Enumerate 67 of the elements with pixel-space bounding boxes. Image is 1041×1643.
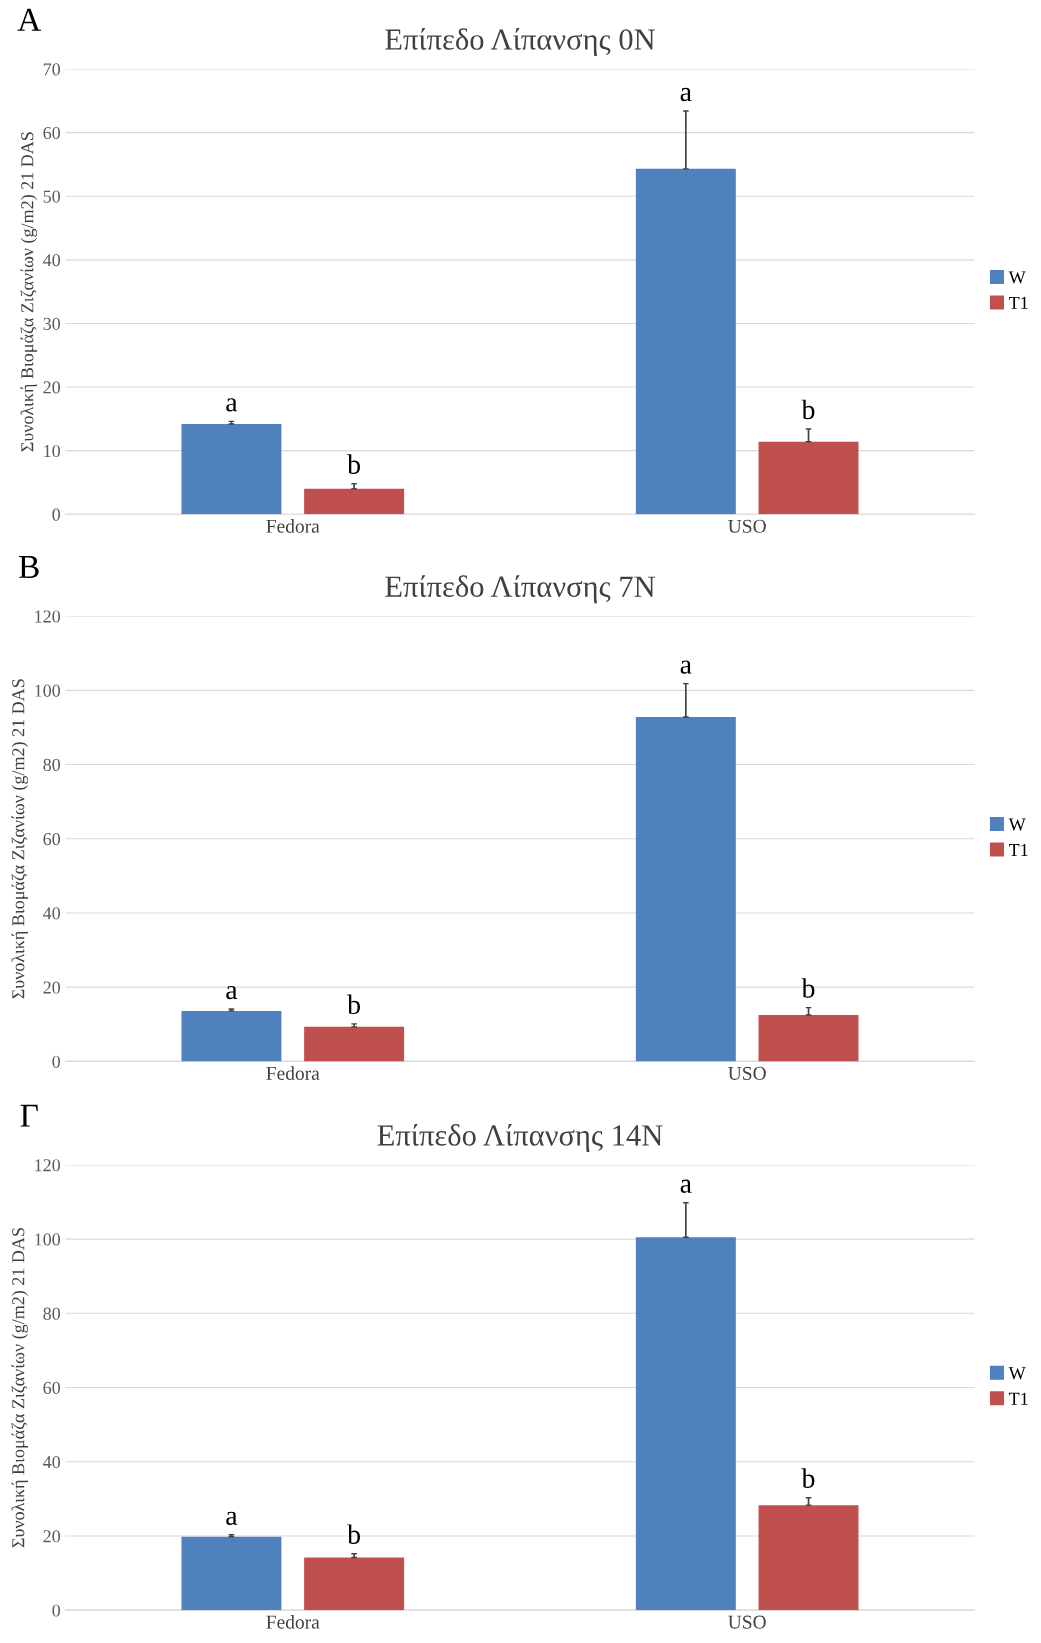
bar (304, 488, 405, 515)
y-tick-label: 80 (43, 1307, 61, 1320)
y-tick-label: 60 (43, 833, 61, 846)
data-label: a (680, 1179, 692, 1193)
y-tick-label: 70 (43, 63, 61, 76)
y-tick-label: 40 (43, 1455, 61, 1469)
y-tick-label: 20 (43, 1530, 61, 1543)
data-label: a (680, 87, 692, 102)
legend-label: T1 (1009, 296, 1028, 309)
text: B (19, 556, 39, 578)
legend-label: W (1008, 1367, 1026, 1380)
y-axis-title: Συνολική Βιομάζα Ζιζανίων (g/m2) 21 DAS (11, 1228, 29, 1548)
text: A (17, 8, 42, 31)
bar (304, 1026, 405, 1062)
data-label: b (801, 399, 815, 420)
bar (635, 717, 736, 1062)
chart-title: Επίπεδο Λίπανσης 14N (377, 1123, 663, 1152)
text: Γ (20, 1104, 38, 1127)
y-tick-label: 100 (35, 1233, 61, 1246)
bar (304, 1557, 405, 1611)
y-tick-label: 120 (35, 610, 61, 623)
y-tick-label: 0 (52, 1604, 61, 1617)
x-tick-label: Fedora (266, 1066, 320, 1080)
y-tick-label: 80 (43, 758, 61, 771)
data-label: a (226, 985, 238, 1000)
y-axis-title: Συνολική Βιομάζα Ζιζανίων (g/m2) 21 DAS (20, 132, 38, 452)
x-tick-label: USO (728, 1066, 766, 1080)
bar (181, 1010, 282, 1062)
x-tick-label: Fedora (266, 1615, 320, 1629)
y-tick-label: 40 (43, 254, 61, 267)
chart-title: Επίπεδο Λίπανσης 0N (385, 28, 655, 57)
y-tick-label: 50 (43, 190, 61, 203)
bar (635, 1237, 736, 1611)
chart-title: Επίπεδο Λίπανσης 7N (385, 575, 655, 604)
bar (758, 1505, 859, 1611)
y-tick-label: 60 (43, 126, 61, 140)
y-tick-label: 30 (43, 317, 61, 330)
bar (181, 423, 282, 515)
bar (181, 1536, 282, 1611)
bar (758, 1015, 859, 1062)
legend-label: T1 (1009, 1392, 1028, 1405)
y-tick-label: 10 (44, 444, 61, 458)
y-tick-label: 60 (43, 1381, 61, 1394)
legend-label: W (1008, 818, 1026, 831)
data-label: a (680, 660, 692, 674)
x-tick-label: USO (728, 1615, 766, 1629)
data-label: b (801, 978, 815, 998)
x-tick-label: Fedora (266, 519, 320, 533)
legend-label: W (1008, 271, 1026, 284)
data-label: b (801, 1468, 815, 1488)
data-label: a (226, 398, 238, 412)
y-tick-label: 120 (35, 1159, 61, 1172)
x-tick-label: USO (728, 519, 766, 533)
y-tick-label: 20 (43, 981, 61, 994)
data-label: b (347, 994, 361, 1015)
y-tick-label: 20 (43, 381, 61, 394)
y-tick-label: 0 (52, 1055, 61, 1068)
data-label: b (347, 454, 361, 474)
y-axis-title: Συνολική Βιομάζα Ζιζανίων (g/m2) 21 DAS (11, 679, 29, 999)
bar (635, 168, 736, 515)
y-tick-label: 40 (43, 907, 61, 920)
bar (758, 441, 859, 515)
data-label: a (226, 1511, 238, 1526)
legend-label: T1 (1009, 843, 1028, 856)
data-label: b (347, 1524, 361, 1544)
y-tick-label: 100 (35, 684, 61, 697)
y-tick-label: 0 (52, 508, 61, 521)
